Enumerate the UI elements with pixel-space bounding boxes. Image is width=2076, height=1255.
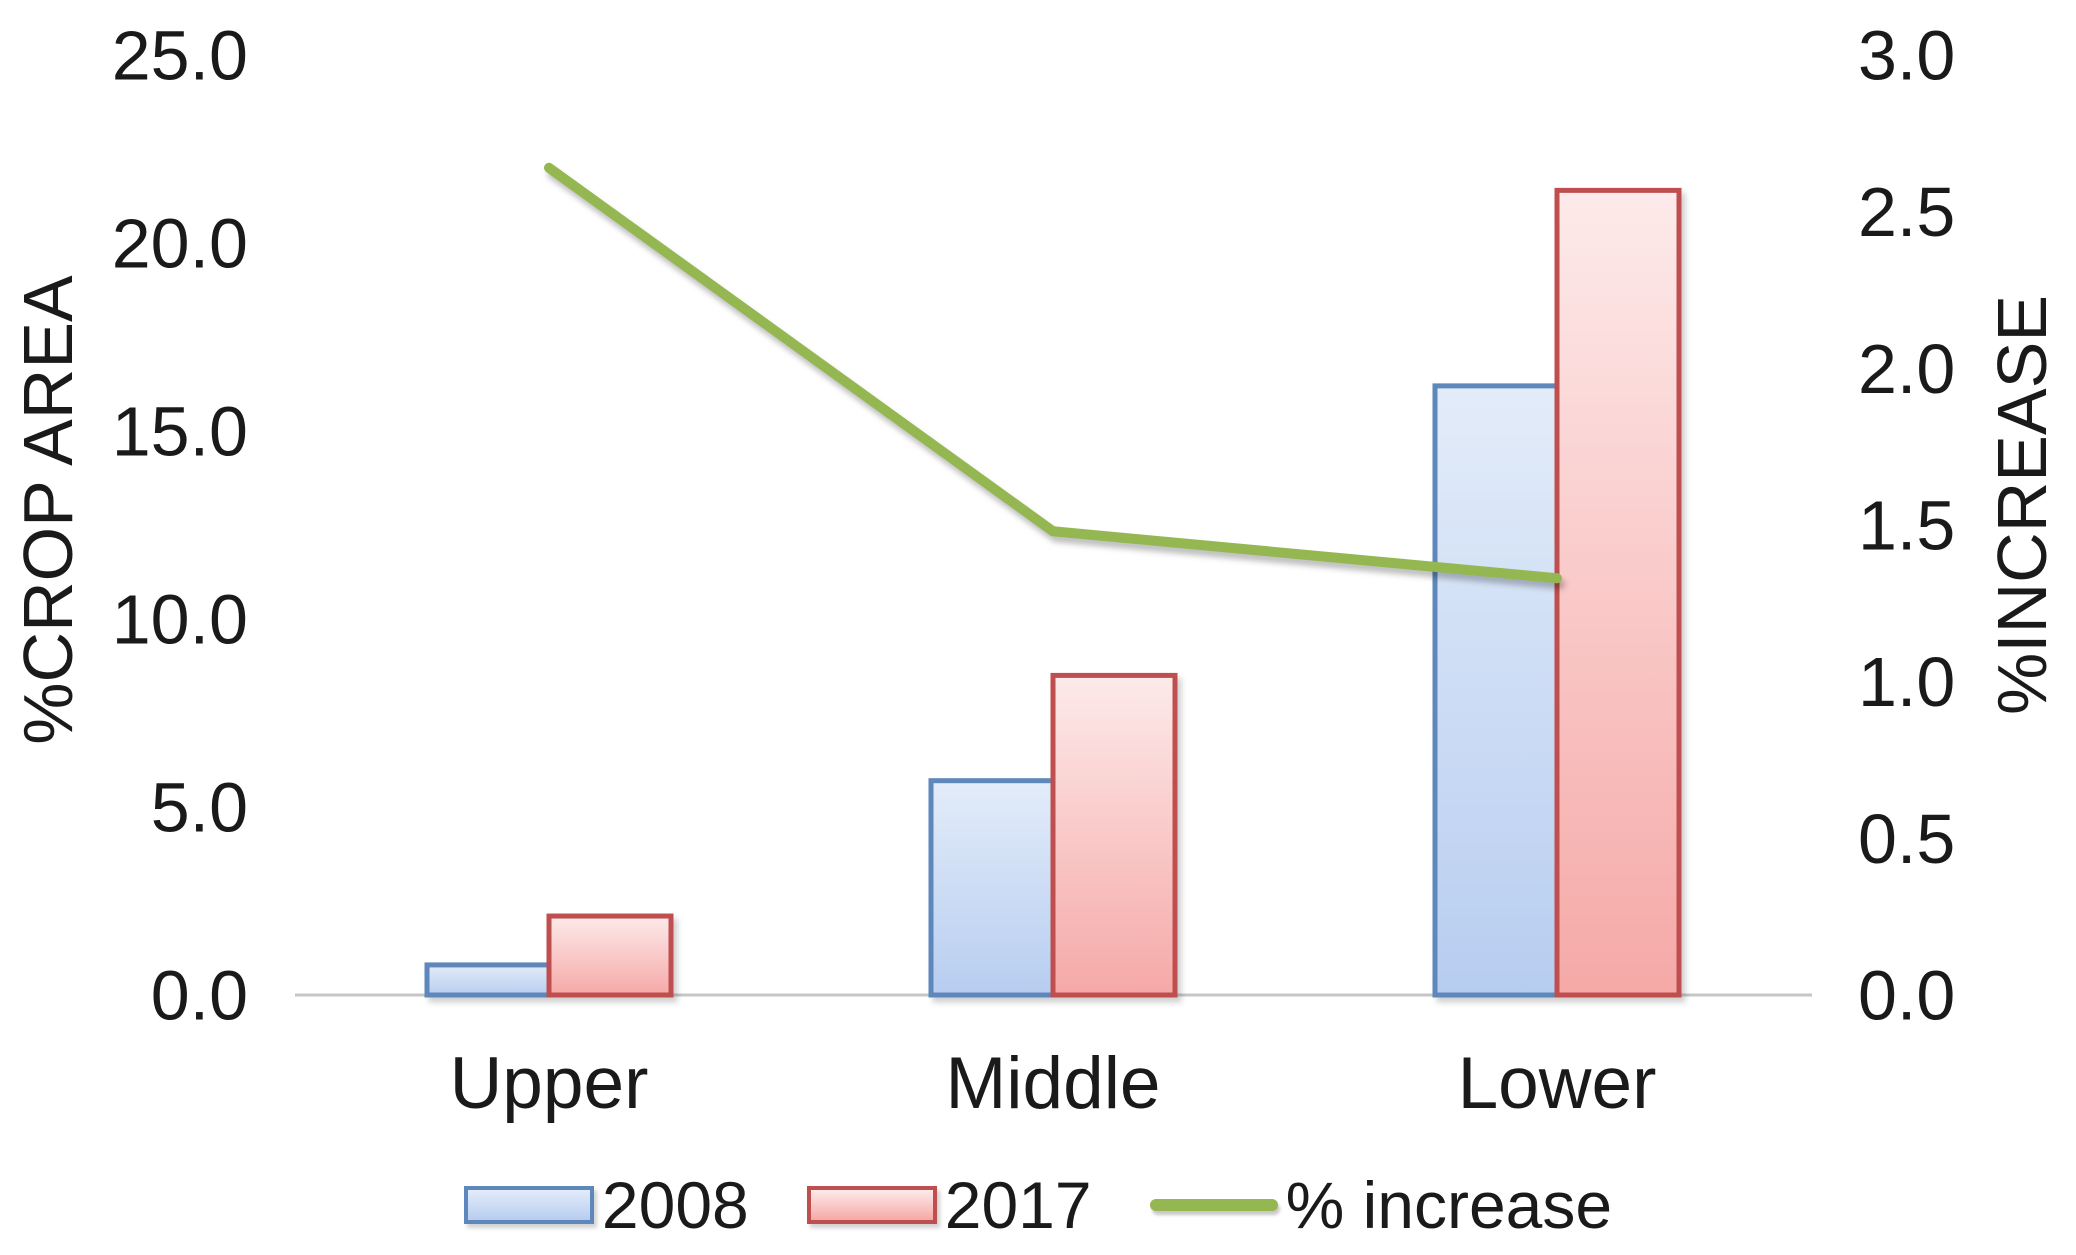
right-axis-tick-label: 0.0 — [1858, 957, 1955, 1035]
legend-label-2017: 2017 — [944, 1168, 1092, 1242]
bar-2017-Middle — [1050, 672, 1178, 998]
left-axis-tick-label: 5.0 — [151, 769, 248, 847]
left-axis-tick-label: 10.0 — [112, 581, 248, 659]
category-label-upper: Upper — [450, 1043, 649, 1124]
bar-2017-Upper — [546, 913, 674, 998]
legend-item-increase: % increase — [1149, 1167, 1613, 1243]
legend-bar-swatch-2008-icon — [463, 1186, 594, 1224]
right-axis-tick-label: 3.0 — [1858, 17, 1955, 95]
bar-2017-Lower — [1554, 187, 1682, 998]
right-axis-tick-label: 1.5 — [1858, 487, 1955, 565]
bars-group — [424, 187, 1682, 998]
left-axis-tick-label: 15.0 — [112, 393, 248, 471]
left-axis-tick-label: 0.0 — [151, 957, 248, 1035]
legend: 2008 2017 % increase — [0, 1160, 2076, 1250]
category-label-middle: Middle — [945, 1043, 1160, 1124]
left-axis-tick-label: 20.0 — [112, 205, 248, 283]
legend-label-increase: % increase — [1285, 1168, 1613, 1242]
legend-bar-swatch-2017-icon — [806, 1186, 937, 1224]
bar-2008-Lower — [1432, 383, 1560, 998]
bar-2008-Middle — [928, 778, 1056, 998]
right-axis-tick-label: 1.0 — [1858, 643, 1955, 721]
left-axis-title: %CROP AREA — [9, 275, 87, 745]
legend-item-2008: 2008 — [463, 1167, 749, 1243]
bar-2008-Upper — [424, 962, 552, 998]
legend-label-2008: 2008 — [601, 1168, 749, 1242]
right-axis-tick-label: 2.0 — [1858, 330, 1955, 408]
category-label-lower: Lower — [1458, 1043, 1657, 1124]
legend-line-swatch-icon — [1149, 1199, 1278, 1211]
right-axis-tick-label: 2.5 — [1858, 173, 1955, 251]
right-axis-title: %INCREASE — [1983, 294, 2061, 716]
line-group — [544, 162, 1562, 584]
left-axis-tick-label: 25.0 — [112, 17, 248, 95]
increase-line — [544, 162, 1562, 584]
legend-item-2017: 2017 — [806, 1167, 1092, 1243]
right-axis-tick-label: 0.5 — [1858, 800, 1955, 878]
